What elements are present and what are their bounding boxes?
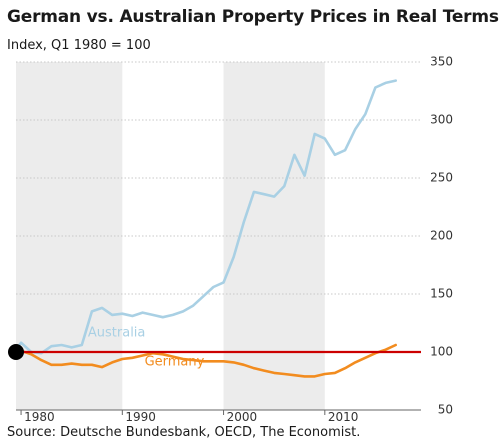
x-tick-label: 2000 <box>227 410 258 424</box>
series-line-australia <box>14 79 397 355</box>
y-tick-label: 150 <box>430 287 453 301</box>
origin-marker <box>8 344 24 360</box>
y-tick-label: 100 <box>430 345 453 359</box>
y-tick-label: 250 <box>430 171 453 185</box>
y-tick-label: 300 <box>430 113 453 127</box>
x-tick-label: 1990 <box>125 410 156 424</box>
chart-title: German vs. Australian Property Prices in… <box>7 7 499 27</box>
chart-subtitle: Index, Q1 1980 = 100 <box>7 38 151 53</box>
series-label-germany: Germany <box>145 354 205 369</box>
x-tick-label: 1980 <box>24 410 55 424</box>
y-tick-label: 50 <box>438 403 453 417</box>
x-tick-label: 2010 <box>328 410 359 424</box>
y-tick-label: 200 <box>430 229 453 243</box>
series-line-germany <box>14 343 397 378</box>
y-tick-label: 350 <box>430 55 453 69</box>
source-note: Source: Deutsche Bundesbank, OECD, The E… <box>7 425 361 440</box>
series-label-australia: Australia <box>88 325 146 340</box>
